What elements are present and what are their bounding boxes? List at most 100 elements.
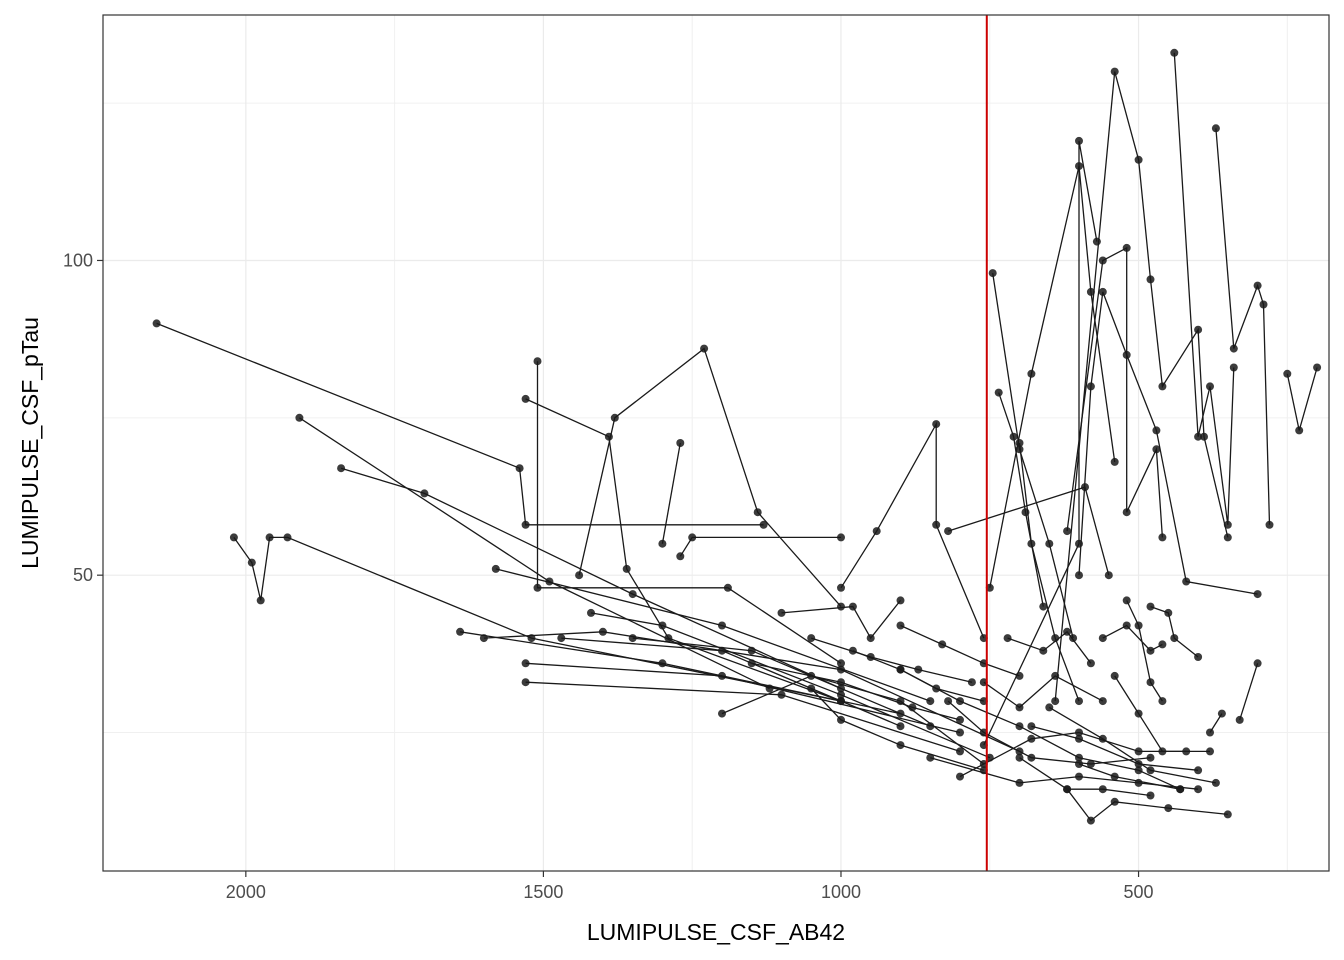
data-point-25-2 — [1075, 162, 1083, 171]
data-point-24-0 — [1015, 439, 1024, 447]
data-point-10-0 — [491, 564, 500, 573]
data-point-3-0 — [229, 533, 238, 542]
data-point-40-5 — [1176, 785, 1185, 794]
data-point-29-0 — [1075, 571, 1083, 580]
data-point-28-2 — [1122, 243, 1131, 252]
data-point-48-2 — [1063, 627, 1072, 636]
data-point-19-2 — [932, 420, 941, 429]
data-point-17-2 — [896, 697, 905, 706]
data-point-0-1 — [515, 464, 524, 473]
y-tick-label-0: 50 — [73, 565, 93, 585]
trajectory-line-6 — [578, 347, 842, 608]
data-point-30-2 — [1206, 382, 1214, 391]
data-point-12-2 — [956, 728, 964, 737]
data-point-25-1 — [1027, 369, 1036, 378]
data-point-5-0 — [521, 394, 530, 403]
data-point-3-1 — [247, 558, 256, 567]
data-point-17-0 — [718, 709, 726, 718]
data-point-16-1 — [747, 646, 756, 655]
data-point-22-3 — [1069, 634, 1078, 643]
data-point-40-4 — [1134, 766, 1143, 775]
data-point-31-4 — [1265, 520, 1274, 529]
data-point-53-0 — [896, 621, 905, 630]
data-point-41-2 — [1027, 753, 1036, 762]
data-point-50-2 — [932, 684, 941, 693]
data-point-2-1 — [420, 489, 429, 498]
data-point-38-0 — [1063, 785, 1072, 794]
data-point-1-0 — [295, 413, 304, 422]
trajectory-line-4 — [536, 361, 842, 664]
data-point-29-1 — [1086, 382, 1095, 391]
data-point-33-3 — [1134, 747, 1143, 756]
data-point-25-3 — [1086, 287, 1095, 296]
trajectory-line-35 — [1019, 757, 1151, 797]
trajectory-line-0 — [156, 322, 764, 526]
trajectory-line-31 — [1215, 128, 1271, 525]
data-point-11-1 — [777, 690, 786, 699]
data-point-9-2 — [896, 709, 905, 718]
trajectory-line-44 — [1126, 600, 1163, 702]
data-point-38-1 — [1086, 816, 1095, 825]
data-point-20-2 — [896, 741, 905, 750]
data-point-3-4 — [283, 533, 292, 542]
data-point-24-2 — [1051, 634, 1060, 643]
data-point-10-2 — [926, 697, 935, 706]
data-point-29-5 — [1182, 577, 1191, 586]
data-point-16-0 — [628, 634, 637, 643]
data-point-18-1 — [848, 602, 857, 611]
trajectory-line-53 — [900, 624, 1020, 677]
data-point-3-5 — [527, 634, 536, 643]
data-point-3-3 — [265, 533, 274, 542]
data-point-41-0 — [944, 697, 953, 706]
data-point-21-1 — [1081, 483, 1089, 492]
data-point-10-1 — [718, 621, 726, 630]
trajectory-line-22 — [992, 273, 1074, 639]
data-point-27-2 — [1134, 155, 1143, 164]
x-tick-label-2: 1000 — [821, 882, 861, 902]
data-point-25-0 — [985, 583, 994, 592]
x-axis-title: LUMIPULSE_CSF_AB42 — [587, 919, 845, 945]
data-point-21-0 — [944, 527, 953, 536]
data-point-31-1 — [1229, 344, 1238, 353]
data-point-13-1 — [598, 627, 607, 636]
data-point-46-1 — [1217, 709, 1226, 718]
data-point-34-4 — [1194, 785, 1203, 794]
data-point-22-1 — [1015, 445, 1024, 454]
data-point-49-2 — [1051, 671, 1060, 680]
data-point-28-5 — [1158, 533, 1167, 542]
data-point-43-2 — [1158, 747, 1167, 756]
data-point-44-0 — [1122, 596, 1131, 605]
data-point-43-1 — [1134, 709, 1143, 718]
data-point-8-0 — [676, 552, 685, 561]
trajectory-line-43 — [1114, 675, 1187, 753]
data-point-6-1 — [610, 413, 619, 422]
data-point-43-0 — [1110, 671, 1119, 680]
data-point-49-1 — [1015, 703, 1024, 712]
data-point-2-0 — [337, 464, 346, 473]
data-point-0-2 — [521, 520, 530, 529]
trajectory-line-32 — [1286, 367, 1318, 431]
data-point-13-3 — [1015, 747, 1024, 756]
data-point-44-3 — [1158, 697, 1167, 706]
data-point-5-3 — [664, 634, 673, 643]
data-point-50-0 — [848, 646, 857, 655]
data-point-27-6 — [1200, 432, 1208, 441]
data-point-15-2 — [837, 690, 845, 699]
trajectory-line-2 — [340, 467, 842, 690]
data-point-35-3 — [1146, 791, 1155, 800]
data-point-20-0 — [807, 684, 816, 693]
data-point-24-1 — [1027, 539, 1036, 548]
trajectory-line-26 — [983, 140, 1098, 746]
data-point-0-3 — [759, 520, 768, 529]
data-point-33-4 — [1206, 747, 1214, 756]
data-point-12-0 — [521, 659, 530, 668]
data-point-4-1 — [533, 583, 542, 592]
data-point-42-1 — [1122, 621, 1131, 630]
data-point-44-1 — [1134, 621, 1143, 630]
data-point-5-4 — [837, 697, 845, 706]
data-point-28-0 — [1063, 527, 1072, 536]
data-point-45-2 — [1170, 634, 1179, 643]
data-point-27-3 — [1146, 275, 1155, 284]
data-point-37-1 — [1098, 734, 1107, 743]
